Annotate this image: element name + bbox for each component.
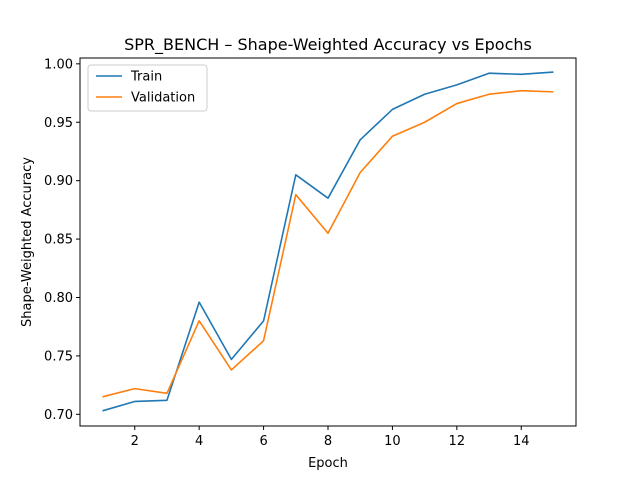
chart-title: SPR_BENCH – Shape-Weighted Accuracy vs E… [124,35,532,55]
x-axis: 2 4 6 8 10 12 14 [131,426,530,449]
y-tick-label: 0.85 [44,233,73,248]
x-axis-label: Epoch [308,456,348,471]
x-tick-label: 6 [259,434,267,449]
legend-label-validation: Validation [131,91,195,106]
x-tick-label: 4 [195,434,203,449]
y-tick-label: 0.75 [44,349,73,364]
x-tick-label: 12 [449,434,466,449]
series-line-validation [102,89,554,398]
y-tick-label: 1.00 [44,57,73,72]
y-tick-label: 0.90 [44,174,73,189]
y-axis: 0.70 0.75 0.80 0.85 0.90 0.95 1.00 [44,57,80,423]
x-tick-label: 14 [513,434,530,449]
series-line-train [102,71,554,412]
y-tick-label: 0.70 [44,408,73,423]
series-layer [102,71,554,412]
y-tick-label: 0.95 [44,116,73,131]
legend: Train Validation [87,64,208,112]
x-tick-label: 2 [131,434,139,449]
y-axis-label: Shape-Weighted Accuracy [20,157,35,327]
y-tick-label: 0.80 [44,291,73,306]
plot-frame [79,57,577,427]
x-tick-label: 8 [324,434,332,449]
legend-label-train: Train [130,70,162,85]
x-tick-label: 10 [384,434,401,449]
